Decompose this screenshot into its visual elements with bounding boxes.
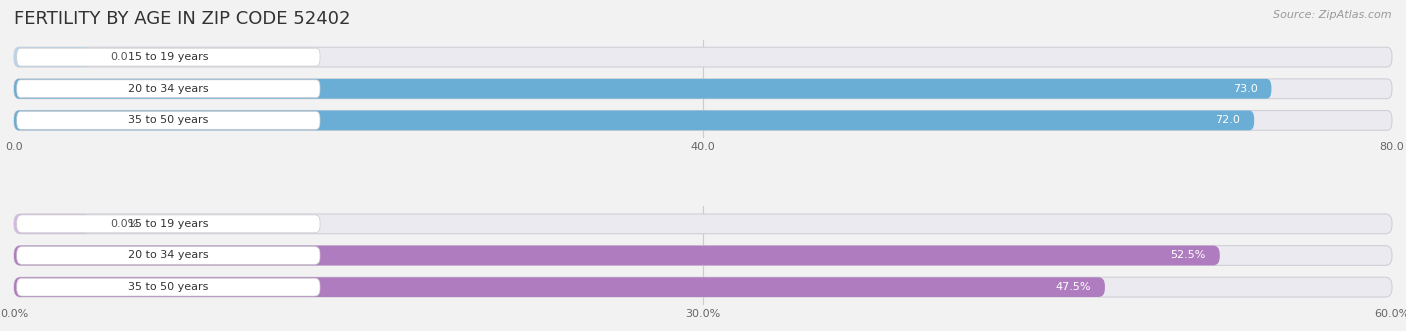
FancyBboxPatch shape	[14, 47, 90, 67]
FancyBboxPatch shape	[17, 80, 321, 98]
Text: 0.0%: 0.0%	[111, 219, 139, 229]
FancyBboxPatch shape	[14, 111, 1254, 130]
Text: 15 to 19 years: 15 to 19 years	[128, 52, 208, 62]
Text: 73.0: 73.0	[1233, 84, 1257, 94]
Text: 52.5%: 52.5%	[1171, 251, 1206, 260]
FancyBboxPatch shape	[17, 215, 321, 233]
FancyBboxPatch shape	[14, 79, 1271, 99]
Text: 20 to 34 years: 20 to 34 years	[128, 251, 208, 260]
FancyBboxPatch shape	[14, 246, 1220, 265]
Text: FERTILITY BY AGE IN ZIP CODE 52402: FERTILITY BY AGE IN ZIP CODE 52402	[14, 10, 350, 28]
FancyBboxPatch shape	[14, 214, 1392, 234]
Text: 0.0: 0.0	[111, 52, 128, 62]
Text: Source: ZipAtlas.com: Source: ZipAtlas.com	[1274, 10, 1392, 20]
FancyBboxPatch shape	[14, 111, 1392, 130]
FancyBboxPatch shape	[14, 47, 1392, 67]
FancyBboxPatch shape	[17, 112, 321, 129]
FancyBboxPatch shape	[14, 246, 1392, 265]
FancyBboxPatch shape	[17, 48, 321, 66]
FancyBboxPatch shape	[14, 277, 1105, 297]
FancyBboxPatch shape	[14, 214, 90, 234]
Text: 15 to 19 years: 15 to 19 years	[128, 219, 208, 229]
Text: 20 to 34 years: 20 to 34 years	[128, 84, 208, 94]
Text: 35 to 50 years: 35 to 50 years	[128, 282, 208, 292]
Text: 72.0: 72.0	[1216, 116, 1240, 125]
Text: 47.5%: 47.5%	[1056, 282, 1091, 292]
FancyBboxPatch shape	[14, 79, 1392, 99]
FancyBboxPatch shape	[14, 277, 1392, 297]
Text: 35 to 50 years: 35 to 50 years	[128, 116, 208, 125]
FancyBboxPatch shape	[17, 247, 321, 264]
FancyBboxPatch shape	[17, 278, 321, 296]
